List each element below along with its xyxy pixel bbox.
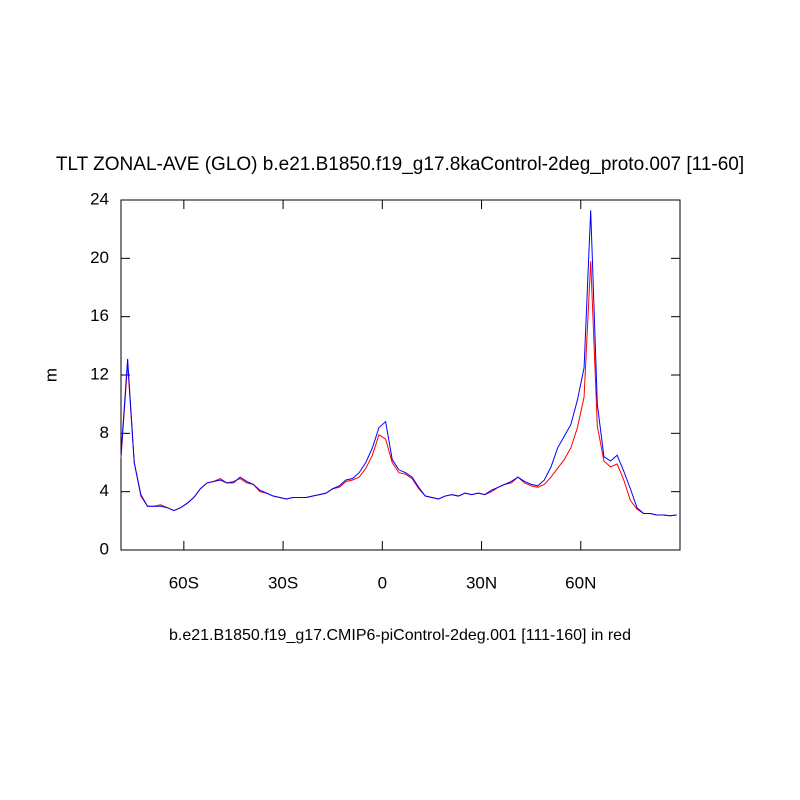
- x-tick-label: 30S: [268, 573, 298, 592]
- y-tick-label: 12: [90, 364, 109, 383]
- y-tick-label: 4: [100, 481, 109, 500]
- y-tick-label: 0: [100, 539, 109, 558]
- x-tick-label: 60N: [565, 573, 596, 592]
- y-tick-label: 8: [100, 423, 109, 442]
- series-line: [120, 210, 677, 517]
- y-tick-label: 20: [90, 248, 109, 267]
- chart-title: TLT ZONAL-AVE (GLO) b.e21.B1850.f19_g17.…: [56, 154, 744, 175]
- y-axis-label: m: [41, 368, 60, 382]
- x-tick-label: 30N: [466, 573, 497, 592]
- y-tick-label: 16: [90, 306, 109, 325]
- y-tick-label: 24: [90, 189, 109, 208]
- x-tick-label: 0: [378, 573, 387, 592]
- subtitle: b.e21.B1850.f19_g17.CMIP6-piControl-2deg…: [169, 627, 631, 644]
- x-tick-label: 60S: [169, 573, 199, 592]
